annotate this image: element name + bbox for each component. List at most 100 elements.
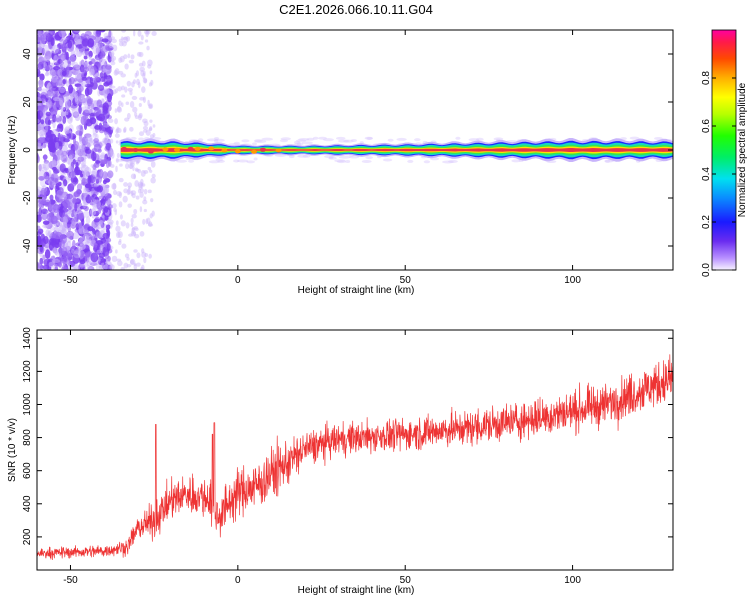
noise-speckle xyxy=(48,70,57,77)
noise-speckle xyxy=(60,239,65,248)
noise-speckle xyxy=(74,202,78,212)
noise-speckle xyxy=(123,126,127,133)
noise-speckle xyxy=(197,138,204,142)
noise-speckle xyxy=(73,250,81,259)
noise-speckle xyxy=(72,232,80,240)
noise-speckle xyxy=(93,199,101,208)
noise-speckle xyxy=(143,78,148,84)
noise-speckle xyxy=(138,112,143,119)
noise-speckle xyxy=(104,192,112,200)
noise-speckle xyxy=(81,136,89,146)
noise-speckle xyxy=(151,173,156,179)
noise-speckle xyxy=(50,37,55,46)
noise-speckle xyxy=(95,263,101,270)
noise-speckle xyxy=(42,224,49,229)
noise-speckle xyxy=(84,98,88,109)
noise-speckle xyxy=(146,30,151,35)
noise-speckle xyxy=(102,102,109,111)
noise-speckle xyxy=(149,126,153,132)
noise-speckle xyxy=(91,58,96,65)
snr-y-tick-label: 800 xyxy=(22,429,33,446)
noise-speckle xyxy=(58,150,67,161)
noise-speckle xyxy=(119,214,123,220)
spectrogram-x-axis-title: Height of straight line (km) xyxy=(298,285,415,296)
noise-speckle xyxy=(122,195,128,203)
noise-speckle xyxy=(115,165,118,173)
noise-speckle xyxy=(82,198,87,209)
noise-speckle xyxy=(117,86,122,92)
noise-speckle xyxy=(110,126,115,131)
noise-speckle xyxy=(66,240,72,251)
signal-peak-blob xyxy=(234,149,241,154)
noise-speckle xyxy=(87,175,92,185)
noise-speckle xyxy=(40,103,44,111)
noise-speckle xyxy=(37,66,41,73)
noise-speckle xyxy=(147,189,152,194)
spectrogram-signal-track xyxy=(120,138,673,162)
noise-speckle xyxy=(44,31,49,37)
noise-speckle xyxy=(38,176,45,181)
noise-speckle xyxy=(120,85,126,91)
noise-speckle xyxy=(141,248,145,254)
noise-speckle xyxy=(62,250,70,260)
noise-speckle xyxy=(63,138,70,143)
noise-speckle xyxy=(150,177,156,184)
noise-speckle xyxy=(50,172,59,182)
noise-speckle xyxy=(76,125,81,131)
noise-speckle xyxy=(107,255,111,262)
noise-speckle xyxy=(58,141,63,151)
noise-speckle xyxy=(139,231,145,237)
noise-speckle xyxy=(114,209,118,216)
noise-speckle xyxy=(126,80,132,87)
noise-speckle xyxy=(123,182,129,187)
noise-speckle xyxy=(253,157,258,161)
noise-speckle xyxy=(131,81,135,88)
noise-speckle xyxy=(455,136,461,140)
noise-speckle xyxy=(40,187,47,198)
noise-speckle xyxy=(72,253,80,264)
noise-speckle xyxy=(123,262,129,269)
noise-speckle xyxy=(59,209,65,218)
noise-speckle xyxy=(38,78,44,89)
noise-speckle xyxy=(42,55,51,62)
noise-speckle xyxy=(49,194,54,201)
noise-speckle xyxy=(79,259,86,265)
noise-speckle xyxy=(44,71,50,77)
noise-speckle xyxy=(49,30,54,35)
noise-speckle xyxy=(104,64,112,70)
noise-speckle xyxy=(70,171,76,178)
noise-speckle xyxy=(71,61,79,68)
noise-speckle xyxy=(130,222,134,227)
noise-speckle xyxy=(37,97,42,106)
noise-speckle xyxy=(366,136,373,140)
noise-speckle xyxy=(86,142,91,149)
noise-speckle xyxy=(77,156,85,162)
noise-speckle xyxy=(75,130,83,136)
noise-speckle xyxy=(493,137,504,141)
noise-speckle xyxy=(103,122,110,128)
noise-speckle xyxy=(92,132,98,139)
noise-speckle xyxy=(110,60,116,66)
noise-speckle xyxy=(120,220,126,227)
noise-speckle xyxy=(295,139,307,143)
noise-speckle xyxy=(59,99,63,107)
noise-speckle xyxy=(109,52,114,58)
noise-speckle xyxy=(143,129,148,133)
noise-speckle xyxy=(74,46,79,53)
noise-speckle xyxy=(46,99,52,109)
noise-speckle xyxy=(94,229,100,237)
noise-speckle xyxy=(89,137,93,144)
noise-speckle xyxy=(142,218,146,225)
noise-speckle xyxy=(138,103,142,108)
noise-speckle xyxy=(129,90,133,96)
noise-speckle xyxy=(46,64,53,71)
noise-speckle xyxy=(59,64,65,71)
noise-speckle xyxy=(62,79,66,85)
noise-speckle xyxy=(448,159,458,163)
noise-speckle xyxy=(123,54,128,60)
noise-speckle xyxy=(54,141,60,149)
noise-speckle xyxy=(53,66,61,71)
snr-y-tick-label: 400 xyxy=(22,495,33,512)
noise-speckle xyxy=(139,66,145,72)
noise-speckle xyxy=(92,167,98,178)
